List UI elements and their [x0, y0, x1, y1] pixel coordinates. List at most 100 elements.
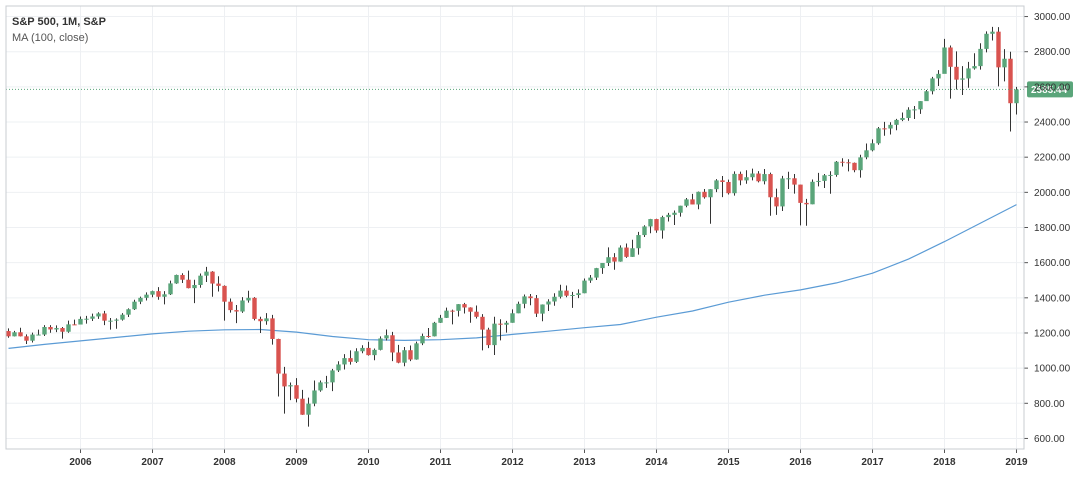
- candle-body-up: [198, 275, 203, 285]
- candle-body-up: [660, 217, 665, 231]
- candle-body-up: [984, 33, 989, 49]
- candle: [282, 366, 287, 414]
- candle-body-up: [438, 317, 443, 323]
- candle-body-down: [396, 352, 401, 363]
- candle: [762, 168, 767, 185]
- candle: [378, 336, 383, 351]
- candle-body-up: [600, 263, 605, 269]
- candle-body-up: [324, 382, 329, 384]
- candle: [174, 274, 179, 284]
- candle-body-down: [846, 162, 851, 164]
- x-tick-label: 2007: [141, 457, 164, 468]
- moving-average: [8, 204, 1017, 349]
- candle-body-up: [192, 284, 197, 289]
- candle-body-down: [294, 385, 299, 399]
- candle: [204, 266, 209, 282]
- candle-body-up: [552, 296, 557, 302]
- x-tick-label: 2016: [789, 457, 812, 468]
- candle-body-down: [654, 219, 659, 231]
- x-tick-label: 2010: [357, 457, 380, 468]
- candle-body-down: [6, 331, 11, 337]
- candle: [972, 53, 977, 70]
- candle-body-up: [672, 212, 677, 215]
- candle: [360, 345, 365, 354]
- y-tick-label: 2400.00: [1034, 118, 1071, 129]
- candle: [480, 314, 485, 351]
- candle: [18, 327, 23, 337]
- x-tick-label: 2006: [69, 457, 92, 468]
- candle: [936, 70, 941, 86]
- x-tick-label: 2014: [645, 457, 668, 468]
- candle: [336, 361, 341, 373]
- candle: [648, 218, 653, 234]
- candle: [252, 297, 257, 321]
- candle: [654, 218, 659, 233]
- candle-body-down: [390, 335, 395, 353]
- x-tick-label: 2019: [1005, 457, 1028, 468]
- candle-body-down: [486, 329, 491, 346]
- candle: [6, 328, 11, 338]
- candle: [486, 327, 491, 349]
- candle-body-down: [102, 313, 107, 321]
- candle: [120, 313, 125, 321]
- candle-body-up: [522, 296, 527, 304]
- candle-body-up: [816, 180, 821, 182]
- candle: [546, 299, 551, 312]
- y-tick-label: 2200.00: [1034, 153, 1071, 164]
- candle-body-up: [912, 109, 917, 111]
- candle: [732, 171, 737, 196]
- candle: [294, 378, 299, 403]
- y-tick-label: 1600.00: [1034, 258, 1071, 269]
- candle-body-down: [1008, 58, 1013, 104]
- candle-body-down: [792, 178, 797, 185]
- candle: [510, 309, 515, 323]
- candle: [540, 304, 545, 322]
- candle: [912, 106, 917, 120]
- candle: [408, 345, 413, 362]
- candle: [348, 350, 353, 365]
- candle-body-down: [498, 323, 503, 325]
- candle-body-up: [744, 177, 749, 181]
- candle-body-up: [114, 319, 119, 321]
- candle: [222, 285, 227, 321]
- candles: [6, 26, 1019, 427]
- candle: [438, 314, 443, 323]
- candle: [942, 38, 947, 74]
- candle: [606, 247, 611, 266]
- candle-body-up: [66, 324, 71, 332]
- candle: [630, 239, 635, 257]
- y-tick-label: 1200.00: [1034, 328, 1071, 339]
- candle: [234, 305, 239, 324]
- candle-body-up: [354, 351, 359, 362]
- candle-body-down: [450, 310, 455, 312]
- candle-body-up: [1014, 89, 1019, 104]
- candle: [888, 122, 893, 135]
- candle-body-down: [228, 301, 233, 311]
- candle-body-down: [768, 174, 773, 198]
- candle: [342, 354, 347, 370]
- candle-body-up: [90, 316, 95, 319]
- candle: [990, 26, 995, 41]
- candle: [660, 215, 665, 239]
- candle-body-up: [822, 175, 827, 181]
- candle-body-up: [162, 294, 167, 297]
- candle: [600, 263, 605, 274]
- candle: [210, 271, 215, 297]
- candle-body-up: [246, 297, 251, 301]
- candle-body-up: [456, 304, 461, 311]
- candle: [552, 293, 557, 306]
- y-axis[interactable]: 600.00 800.00 1000.00 1200.00 1400.00 1600.00…: [1024, 12, 1071, 445]
- candle-body-up: [684, 199, 689, 206]
- x-axis[interactable]: 2006 2007 2008 2009 2010 2011 2012 2013 2014 2015…: [69, 449, 1028, 468]
- candle: [984, 31, 989, 53]
- candle: [738, 171, 743, 186]
- candle: [504, 320, 509, 333]
- candle: [36, 329, 41, 336]
- y-tick-label: 2800.00: [1034, 47, 1071, 58]
- candle-body-up: [54, 328, 59, 330]
- candle: [216, 276, 221, 292]
- candle-body-up: [714, 180, 719, 190]
- candle: [108, 318, 113, 330]
